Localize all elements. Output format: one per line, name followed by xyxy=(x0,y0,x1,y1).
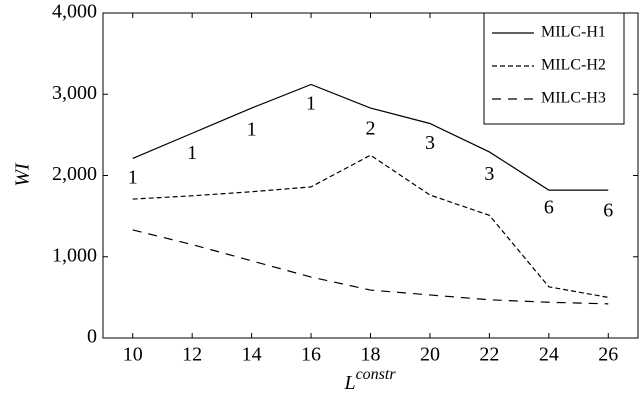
series-line xyxy=(132,154,609,298)
annotation: 1 xyxy=(128,166,138,188)
x-tick-label: 16 xyxy=(301,344,321,366)
x-tick-label: 18 xyxy=(361,344,381,366)
annotation: 3 xyxy=(484,163,494,185)
annotation: 3 xyxy=(425,132,435,154)
x-tick-label: 10 xyxy=(123,344,143,366)
series-line xyxy=(132,83,609,191)
legend-box xyxy=(483,12,625,125)
x-tick-label: 20 xyxy=(420,344,440,366)
y-tick-label: 1,000 xyxy=(52,244,97,266)
annotation: 1 xyxy=(187,142,197,164)
x-axis-label: Lconstr xyxy=(343,366,396,394)
x-tick-label: 12 xyxy=(182,344,202,366)
x-tick-label: 14 xyxy=(242,344,262,366)
annotation: 6 xyxy=(544,196,554,218)
x-tick-label: 24 xyxy=(539,344,559,366)
x-axis-label-base: L xyxy=(343,372,355,394)
x-tick-label: 22 xyxy=(479,344,499,366)
y-tick-label: 4,000 xyxy=(52,1,97,23)
x-tick-label: 26 xyxy=(598,344,618,366)
annotation: 1 xyxy=(247,118,257,140)
y-axis-label: WI xyxy=(12,162,34,187)
x-axis-label-superscript: constr xyxy=(356,366,397,383)
y-tick-label: 0 xyxy=(87,326,97,348)
legend-label: MILC-H2 xyxy=(541,57,606,74)
y-tick-label: 2,000 xyxy=(52,163,97,185)
y-tick-label: 3,000 xyxy=(52,82,97,104)
legend: MILC-H1 MILC-H2 MILC-H3 xyxy=(483,12,625,125)
annotation: 6 xyxy=(603,200,613,222)
legend-label: MILC-H1 xyxy=(541,24,606,41)
legend-label: MILC-H3 xyxy=(541,90,606,107)
series-line xyxy=(132,229,609,305)
annotation: 1 xyxy=(306,92,316,114)
annotation: 2 xyxy=(366,118,376,140)
